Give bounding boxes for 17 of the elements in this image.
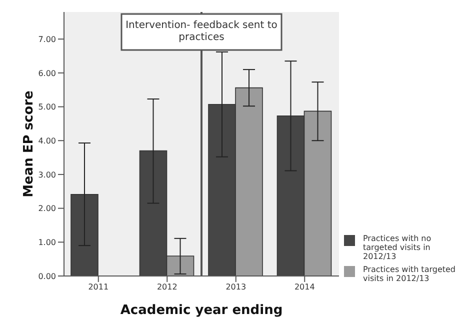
legend-label: Practices with no targeted visits in 2012/13 <box>363 234 432 261</box>
y-tick-label: 6.00 <box>38 68 56 78</box>
x-tick-label: 2011 <box>88 282 109 292</box>
ref-line-label: Intervention- feedback sent to practices <box>126 20 278 43</box>
x-tick-label: 2014 <box>294 282 315 292</box>
legend-label: Practices with targeted visits in 2012/13 <box>363 265 457 283</box>
x-axis-title: Academic year ending <box>120 303 283 318</box>
y-axis-title: Mean EP score <box>22 90 37 198</box>
x-tick-label: 2012 <box>156 282 178 292</box>
y-tick-label: 5.00 <box>38 102 56 112</box>
y-tick-label: 0.00 <box>38 272 56 281</box>
y-tick-label: 2.00 <box>38 204 56 214</box>
y-tick-label: 1.00 <box>38 238 56 247</box>
y-tick-label: 3.00 <box>38 170 56 180</box>
y-tick-label: 4.00 <box>38 136 56 146</box>
y-tick-label: 7.00 <box>38 34 56 44</box>
x-tick-label: 2013 <box>226 282 246 292</box>
